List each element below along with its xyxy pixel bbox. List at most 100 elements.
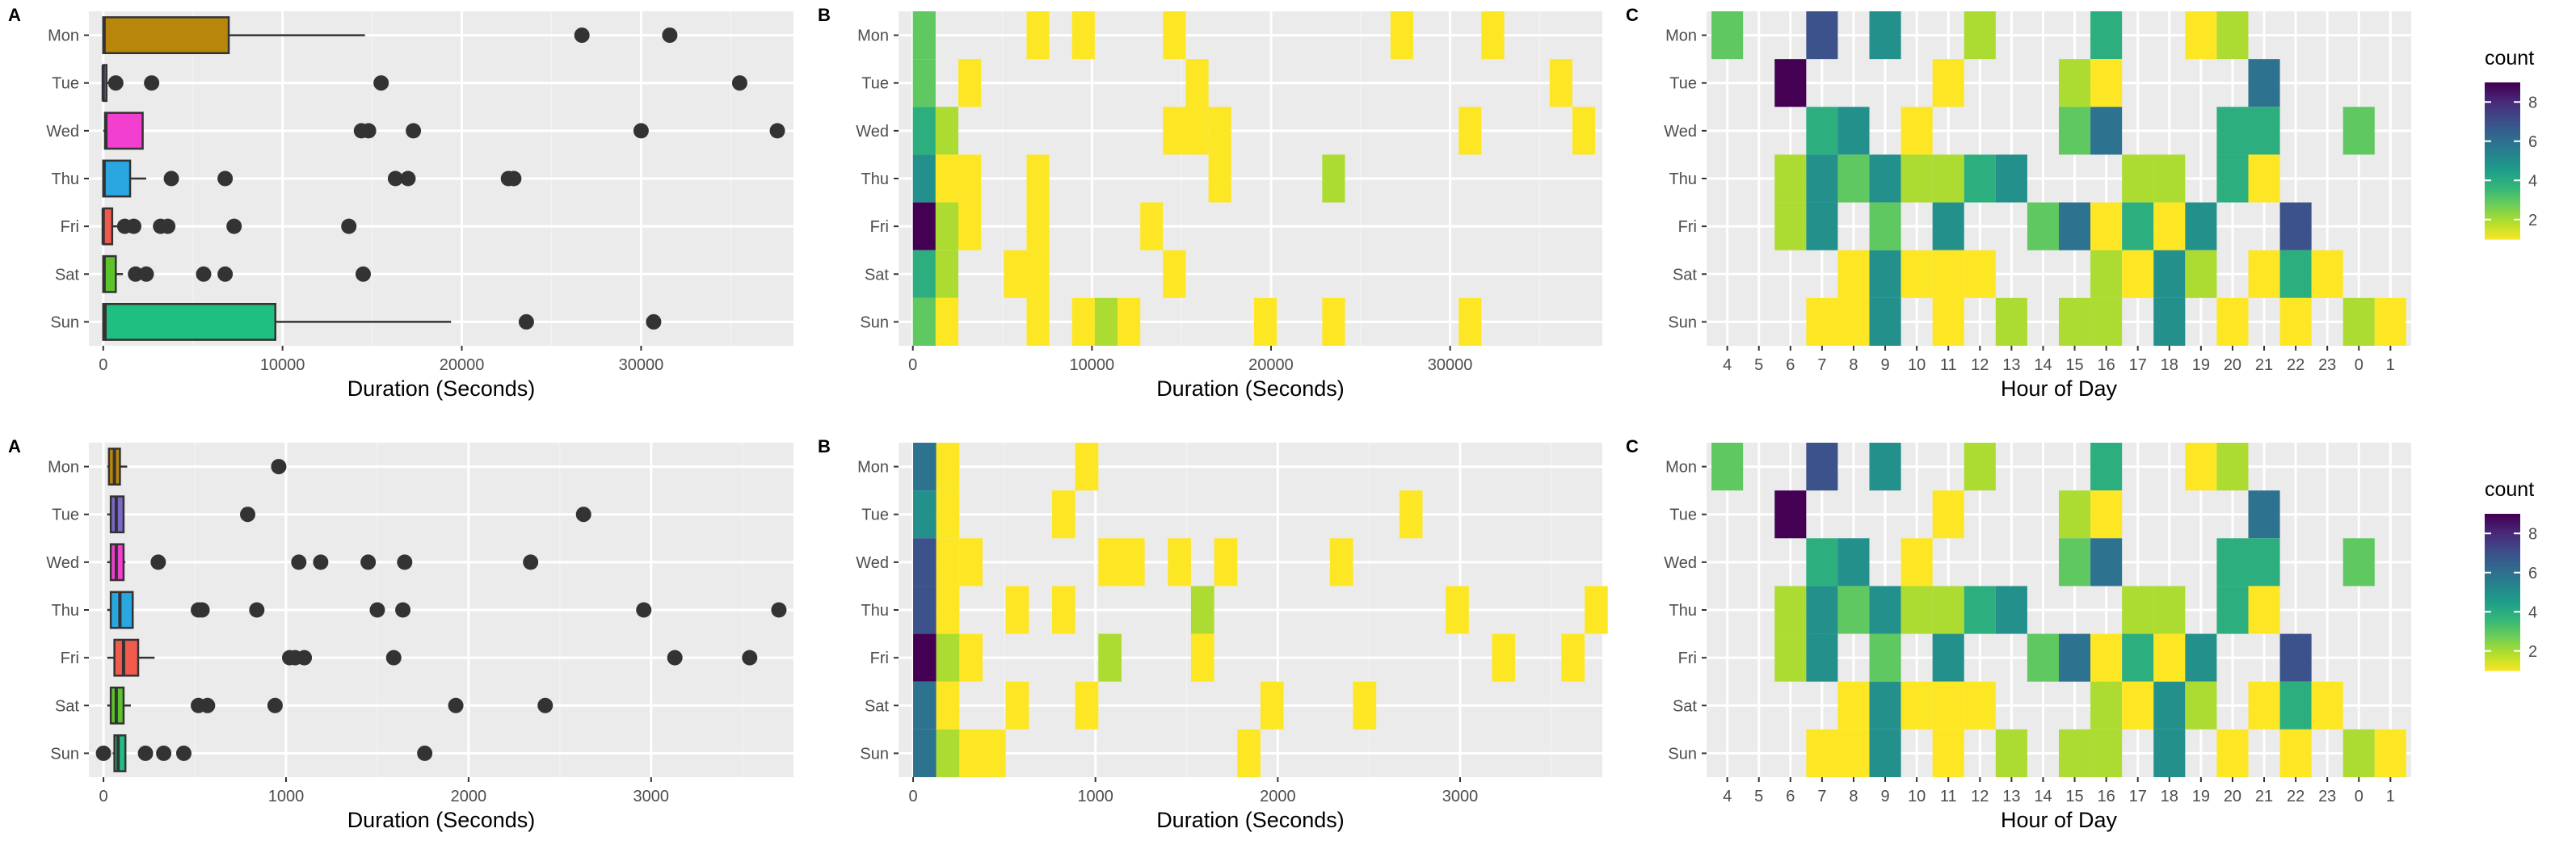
legend-gradient-slice: [2485, 116, 2520, 120]
legend-gradient-slice: [2485, 608, 2520, 612]
heat-cell: [2059, 538, 2091, 587]
y-tick-label-sat: Sat: [865, 266, 889, 284]
heat-cell: [2090, 729, 2123, 777]
x-tick-label: 7: [1817, 356, 1826, 374]
legend-gradient-slice: [2485, 170, 2520, 175]
legend-gradient-slice: [2485, 137, 2520, 141]
heat-cell: [1026, 154, 1050, 203]
legend-gradient-slice: [2485, 616, 2520, 619]
x-tick-label: 19: [2192, 788, 2210, 805]
legend-gradient-slice: [2485, 568, 2520, 572]
heat-cell: [1869, 586, 1901, 634]
heat-cell: [1869, 250, 1901, 298]
legend-gradient-slice: [2485, 631, 2520, 635]
heat-cell: [2216, 11, 2249, 60]
outlier-point: [313, 554, 329, 570]
heat-cell: [912, 202, 936, 250]
x-tick-label: 9: [1880, 356, 1889, 374]
legend-gradient-slice: [2485, 225, 2520, 229]
legend-gradient-slice: [2485, 218, 2520, 221]
legend-gradient-slice: [2485, 540, 2520, 544]
box-tue: [101, 64, 747, 103]
legend-gradient-slice: [2485, 660, 2520, 663]
legend-gradient-slice: [2485, 527, 2520, 530]
legend-gradient-slice: [2485, 221, 2520, 225]
panel-c-5: 4 5 6 7 8 9 10 11 12 13 14 15 16 17 18 19 20 21 22 23 0 1 Hour…: [1626, 436, 2411, 832]
legend-gradient-slice: [2485, 181, 2520, 185]
heat-cell: [936, 586, 960, 634]
legend-title: count: [2485, 478, 2534, 501]
heat-cell: [2311, 681, 2343, 730]
y-tick-label-tue: Tue: [1669, 507, 1697, 524]
legend-gradient-slice: [2485, 98, 2520, 102]
legend-gradient-slice: [2485, 566, 2520, 570]
heat-cell: [1932, 250, 1964, 298]
heat-cell: [959, 538, 983, 587]
heat-cell: [2059, 729, 2091, 777]
heat-cell: [1869, 633, 1901, 682]
heat-cell: [1806, 11, 1838, 60]
heat-cell: [2185, 443, 2217, 491]
heat-cell: [935, 154, 959, 203]
heat-cell: [1806, 107, 1838, 155]
heat-cell: [1094, 297, 1118, 346]
legend-gradient-slice: [2485, 145, 2520, 149]
legend-gradient-slice: [2485, 161, 2520, 164]
outlier-point: [506, 170, 522, 187]
legend-gradient-slice: [2485, 126, 2520, 130]
heat-cell: [1806, 729, 1838, 777]
y-tick-label-wed: Wed: [856, 554, 889, 572]
heat-cell: [913, 729, 937, 777]
x-tick-label: 16: [2097, 788, 2115, 805]
heat-cell: [936, 729, 960, 777]
heat-cell: [1260, 681, 1284, 730]
heat-cell: [1075, 443, 1099, 491]
outlier-point: [138, 266, 154, 282]
heat-cell: [1026, 202, 1050, 250]
heat-cell: [1118, 297, 1141, 346]
legend-gradient-slice: [2485, 563, 2520, 567]
x-axis-title: Hour of Day: [2001, 808, 2118, 832]
heat-cell: [2248, 59, 2280, 107]
legend-gradient-slice: [2485, 121, 2520, 125]
heat-cell: [1711, 443, 1744, 491]
box-wed: [103, 111, 785, 150]
x-axis-title: Duration (Seconds): [1156, 376, 1345, 401]
heat-cell: [2216, 154, 2249, 203]
x-tick-label: 18: [2161, 356, 2178, 374]
heat-cell: [1774, 586, 1807, 634]
heat-cell: [1869, 729, 1901, 777]
legend-gradient-slice: [2485, 106, 2520, 109]
heat-cell: [2059, 490, 2091, 539]
heat-cell: [1005, 681, 1029, 730]
outlier-point: [406, 123, 422, 139]
outlier-point: [662, 27, 678, 44]
heat-cell: [2216, 443, 2249, 491]
heat-cell: [935, 250, 959, 298]
heat-cell: [1322, 154, 1345, 203]
box-sun: [102, 303, 662, 341]
x-axis-title: Duration (Seconds): [347, 808, 536, 832]
legend-gradient-slice: [2485, 521, 2520, 525]
heat-cell: [2185, 250, 2217, 298]
heat-cell: [1869, 11, 1901, 60]
legend-gradient-slice: [2485, 140, 2520, 143]
legend-gradient-slice: [2485, 231, 2520, 235]
heat-cell: [2027, 202, 2059, 250]
legend-gradient-slice: [2485, 578, 2520, 582]
legend-gradient-slice: [2485, 134, 2520, 138]
outlier-point: [769, 123, 785, 139]
legend-gradient-slice: [2485, 550, 2520, 554]
heat-cell: [1075, 681, 1099, 730]
heat-cell: [1837, 107, 1870, 155]
legend-gradient-slice: [2485, 654, 2520, 658]
heat-cell: [935, 107, 959, 155]
heat-cell: [1140, 202, 1164, 250]
x-tick-label: 23: [2318, 356, 2336, 374]
heat-cell: [2090, 297, 2123, 346]
heat-cell: [912, 107, 936, 155]
heat-cell: [2059, 107, 2091, 155]
heat-cell: [1190, 586, 1214, 634]
legend-gradient-slice: [2485, 652, 2520, 656]
box-iqr: [102, 303, 277, 341]
